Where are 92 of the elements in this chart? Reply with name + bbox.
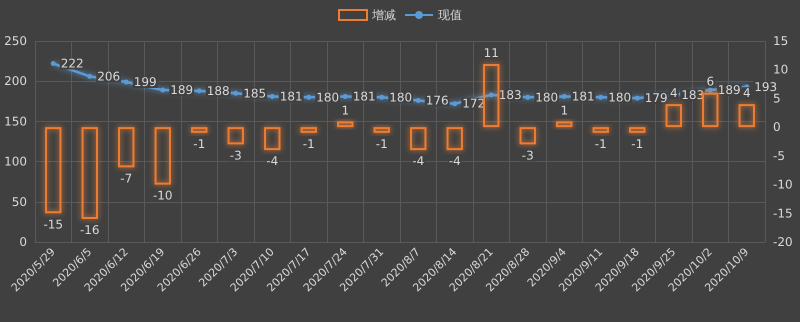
data-label: 181 [572, 89, 595, 104]
point [87, 74, 92, 79]
data-label: -4 [448, 154, 461, 168]
data-label: 189 [718, 83, 741, 98]
bar [45, 127, 62, 214]
point [598, 94, 604, 100]
bar [228, 127, 244, 144]
y2-tick-label: -20 [773, 235, 793, 249]
data-label: 181 [280, 89, 303, 104]
data-label: 222 [60, 56, 84, 71]
data-label: 179 [644, 91, 668, 106]
point [160, 88, 166, 93]
bar [118, 127, 134, 168]
data-label: -10 [152, 188, 173, 203]
data-label: -1 [631, 136, 644, 151]
data-label: 188 [206, 84, 230, 98]
y2-tick-label: -5 [773, 148, 785, 163]
data-label: 185 [243, 86, 266, 100]
y2-tick-label: 10 [773, 62, 788, 77]
y2-tick-label: -10 [773, 178, 793, 192]
data-label: 180 [389, 90, 412, 104]
bar [629, 127, 646, 133]
y-tick-label: 250 [4, 34, 27, 48]
bar [556, 121, 572, 128]
point [634, 96, 640, 101]
y2-tick-label: -15 [773, 206, 793, 220]
data-label: 189 [170, 83, 194, 98]
y-tick-label: 150 [4, 114, 27, 128]
data-label: -15 [43, 217, 64, 232]
data-label: 193 [754, 80, 778, 94]
data-label: 180 [535, 90, 558, 104]
bar [446, 127, 463, 150]
data-label: -4 [412, 154, 424, 168]
data-label: 176 [426, 93, 449, 108]
data-label: 180 [316, 90, 340, 104]
data-label: 1 [341, 103, 350, 118]
data-label: -1 [594, 136, 607, 151]
point [525, 94, 530, 100]
point [708, 88, 713, 93]
bar [300, 127, 317, 133]
legend-label: 现值 [438, 8, 462, 22]
bar [337, 121, 354, 128]
y-tick-label: 200 [4, 74, 27, 88]
bar [191, 127, 208, 133]
point [124, 80, 129, 85]
point [452, 101, 458, 106]
bar [82, 127, 98, 220]
data-label: -3 [522, 148, 534, 162]
y-tick-label: 50 [12, 194, 27, 209]
data-label: 11 [484, 46, 499, 60]
point [306, 94, 312, 100]
bar [702, 92, 718, 128]
legend-label: 增减 [371, 8, 396, 22]
point [562, 94, 567, 99]
point [233, 90, 238, 96]
data-label: 180 [608, 90, 632, 104]
data-label: 199 [134, 75, 157, 90]
data-label: -1 [376, 136, 388, 151]
bar [264, 127, 280, 150]
data-label: -7 [120, 171, 132, 186]
data-label: 4 [742, 86, 751, 100]
point [196, 88, 202, 94]
bar [154, 127, 171, 185]
data-label: 183 [498, 88, 522, 102]
point [270, 94, 275, 99]
data-label: 206 [97, 69, 120, 84]
point [342, 94, 348, 99]
point [50, 61, 56, 66]
data-label: 6 [706, 74, 714, 89]
y2-tick-label: 15 [773, 34, 788, 48]
bar [520, 127, 536, 144]
bar [374, 127, 390, 133]
data-label: -3 [230, 148, 242, 162]
bar [592, 127, 609, 133]
data-label: -16 [80, 223, 100, 238]
point [416, 98, 421, 103]
data-label: 1 [560, 103, 568, 118]
bar [738, 104, 755, 128]
data-label: 4 [670, 86, 678, 100]
y-tick-label: 0 [19, 235, 27, 249]
point [488, 92, 494, 98]
bar [666, 104, 682, 128]
y2-tick-label: 5 [773, 91, 781, 106]
y2-tick-label: 0 [773, 120, 781, 134]
data-label: 181 [352, 89, 376, 104]
bar [483, 64, 500, 128]
y-tick-label: 100 [4, 154, 27, 169]
data-label: -1 [302, 136, 315, 151]
bar [410, 127, 426, 150]
point [379, 94, 384, 100]
data-label: -1 [193, 136, 206, 151]
data-label: -4 [266, 154, 278, 168]
